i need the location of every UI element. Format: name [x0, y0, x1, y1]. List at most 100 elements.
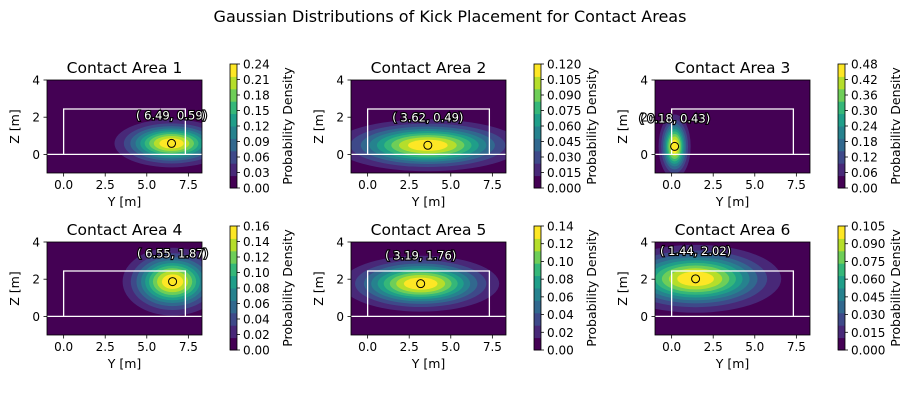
colorbar-label-5: Probability Density — [584, 229, 599, 347]
colorbar-tick-label-1-0: 0.00 — [243, 182, 270, 196]
colorbar-tick-label-2-1: 0.015 — [547, 166, 581, 180]
x-tick-label-2-0: 0.0 — [358, 178, 377, 192]
mean-annotation-6: ( 1.44, 2.02) — [660, 244, 731, 258]
colorbar-tick-label-5-0: 0.00 — [547, 344, 574, 358]
colorbar-tick-label-4-6: 0.12 — [243, 251, 270, 265]
panel-2: ( 3.62, 0.49) Contact Area 2 0.0 2.5 5.0 7.5 Y… — [311, 58, 599, 210]
colorbar-tick-label-5-7: 0.14 — [547, 220, 574, 234]
panel-6: ( 1.44, 2.02) Contact Area 6 0.0 2.5 5.0 7.5 Y… — [615, 220, 900, 372]
density-contours-5 — [351, 255, 500, 312]
y-tick-label-5-0: 0 — [336, 310, 344, 324]
colorbar-segment-2-2 — [534, 150, 541, 164]
colorbar-segment-4-2 — [230, 312, 237, 326]
colorbar-tick-label-4-8: 0.16 — [243, 220, 270, 234]
colorbar-segment-4-1 — [230, 325, 237, 339]
colorbar-tick-label-5-2: 0.04 — [547, 308, 574, 322]
x-tick-label-2-1: 2.5 — [400, 178, 419, 192]
axes-frame-4 — [46, 241, 203, 336]
colorbar-tick-label-6-2: 0.030 — [851, 308, 885, 322]
y-tick-label-2-1: 2 — [336, 111, 344, 125]
y-tick-label-6-0: 0 — [640, 310, 648, 324]
mean-annotation-3: ( 0.18, 0.43) — [639, 111, 710, 125]
x-tick-label-5-2: 5.0 — [441, 340, 460, 354]
y-tick-label-3-2: 4 — [640, 74, 648, 88]
colorbar-tick-label-3-6: 0.36 — [851, 89, 878, 103]
colorbar-segment-1-0 — [230, 175, 237, 189]
colorbar-segment-3-7 — [838, 88, 845, 102]
x-tick-label-5-1: 2.5 — [400, 340, 419, 354]
colorbar-1: 0.00 0.030.06 0.090.12 0.150.18 0.210.24 Prob… — [229, 58, 295, 196]
colorbar-tick-label-4-1: 0.02 — [243, 328, 270, 342]
x-tick-label-5-0: 0.0 — [358, 340, 377, 354]
mean-marker-3 — [670, 141, 680, 151]
y-axis-label-3: Z [m] — [615, 109, 630, 143]
colorbar-segment-5-3 — [534, 300, 541, 314]
colorbar-tick-label-1-2: 0.06 — [243, 151, 270, 165]
colorbar-label-4: Probability Density — [280, 229, 295, 347]
colorbar-segment-3-1 — [838, 163, 845, 177]
colorbar-tick-label-3-3: 0.18 — [851, 135, 878, 149]
colorbar-tick-label-1-8: 0.24 — [243, 58, 270, 72]
colorbar-segment-1-2 — [230, 150, 237, 164]
colorbar-tick-label-3-0: 0.00 — [851, 182, 878, 196]
colorbar-frame-6 — [837, 225, 846, 351]
colorbar-segment-3-5 — [838, 113, 845, 127]
colorbar-segment-6-1 — [838, 325, 845, 339]
axes-frame-5 — [350, 241, 507, 336]
x-tick-label-6-1: 2.5 — [704, 340, 723, 354]
colorbar-segment-4-7 — [230, 250, 237, 264]
colorbar-segment-2-4 — [534, 126, 541, 139]
mean-marker-4 — [168, 277, 178, 287]
goal-frame-1 — [62, 108, 187, 155]
panel-5: ( 3.19, 1.76) Contact Area 5 0.0 2.5 5.0 7.5 Y… — [311, 220, 599, 372]
colorbar-tick-label-4-7: 0.14 — [243, 235, 270, 249]
colorbar-tick-label-2-8: 0.120 — [547, 58, 581, 72]
colorbar-segment-6-9 — [838, 226, 845, 239]
y-tick-label-3-0: 0 — [640, 148, 648, 162]
x-tick-label-6-3: 7.5 — [787, 340, 806, 354]
y-tick-label-5-1: 2 — [336, 273, 344, 287]
colorbar-tick-label-3-2: 0.12 — [851, 151, 878, 165]
colorbar-label-1: Probability Density — [280, 67, 295, 185]
x-tick-label-4-0: 0.0 — [54, 340, 73, 354]
y-tick-label-6-2: 4 — [640, 236, 648, 250]
goal-frame-6 — [670, 270, 795, 317]
axes-frame-3 — [654, 79, 811, 174]
colorbar-segment-3-6 — [838, 101, 845, 115]
colorbar-tick-label-2-4: 0.060 — [547, 120, 581, 134]
colorbar-tick-label-1-3: 0.09 — [243, 135, 270, 149]
x-tick-label-2-3: 7.5 — [483, 178, 502, 192]
colorbar-tick-label-2-5: 0.075 — [547, 104, 581, 118]
colorbar-tick-label-1-1: 0.03 — [243, 166, 270, 180]
x-tick-label-6-0: 0.0 — [662, 340, 681, 354]
colorbar-segment-4-5 — [230, 275, 237, 289]
mean-marker-2 — [423, 140, 433, 150]
colorbar-tick-label-6-4: 0.060 — [851, 273, 885, 287]
x-axis-label-3: Y [m] — [715, 194, 750, 209]
colorbar-segment-3-3 — [838, 138, 845, 152]
x-tick-label-4-2: 5.0 — [137, 340, 156, 354]
colorbar-tick-label-6-6: 0.090 — [851, 237, 885, 251]
colorbar-segment-3-9 — [838, 64, 845, 77]
colorbar-4: 0.00 0.020.04 0.060.08 0.100.12 0.140.16 Prob… — [229, 220, 295, 358]
y-tick-label-6-1: 2 — [640, 273, 648, 287]
colorbar-segment-2-5 — [534, 113, 541, 127]
colorbar-tick-label-4-3: 0.06 — [243, 297, 270, 311]
colorbar-tick-label-3-5: 0.30 — [851, 104, 878, 118]
colorbar-tick-label-3-8: 0.48 — [851, 58, 878, 72]
y-axis-label-6: Z [m] — [615, 271, 630, 305]
figure-title: Gaussian Distributions of Kick Placement… — [214, 7, 687, 26]
mean-marker-5 — [416, 279, 426, 289]
colorbar-segment-5-9 — [534, 226, 541, 239]
panel-title-4: Contact Area 4 — [67, 221, 183, 239]
colorbar-segment-2-0 — [534, 175, 541, 189]
colorbar-tick-label-5-4: 0.08 — [547, 273, 574, 287]
colorbar-label-6: Probability Density — [888, 229, 900, 347]
colorbar-3: 0.00 0.060.12 0.180.24 0.300.36 0.420.48 Prob… — [837, 58, 900, 196]
colorbar-segment-2-1 — [534, 163, 541, 177]
x-tick-label-1-2: 5.0 — [137, 178, 156, 192]
y-tick-label-1-1: 2 — [32, 111, 40, 125]
colorbar-segment-4-3 — [230, 300, 237, 314]
colorbar-segment-3-4 — [838, 126, 845, 139]
